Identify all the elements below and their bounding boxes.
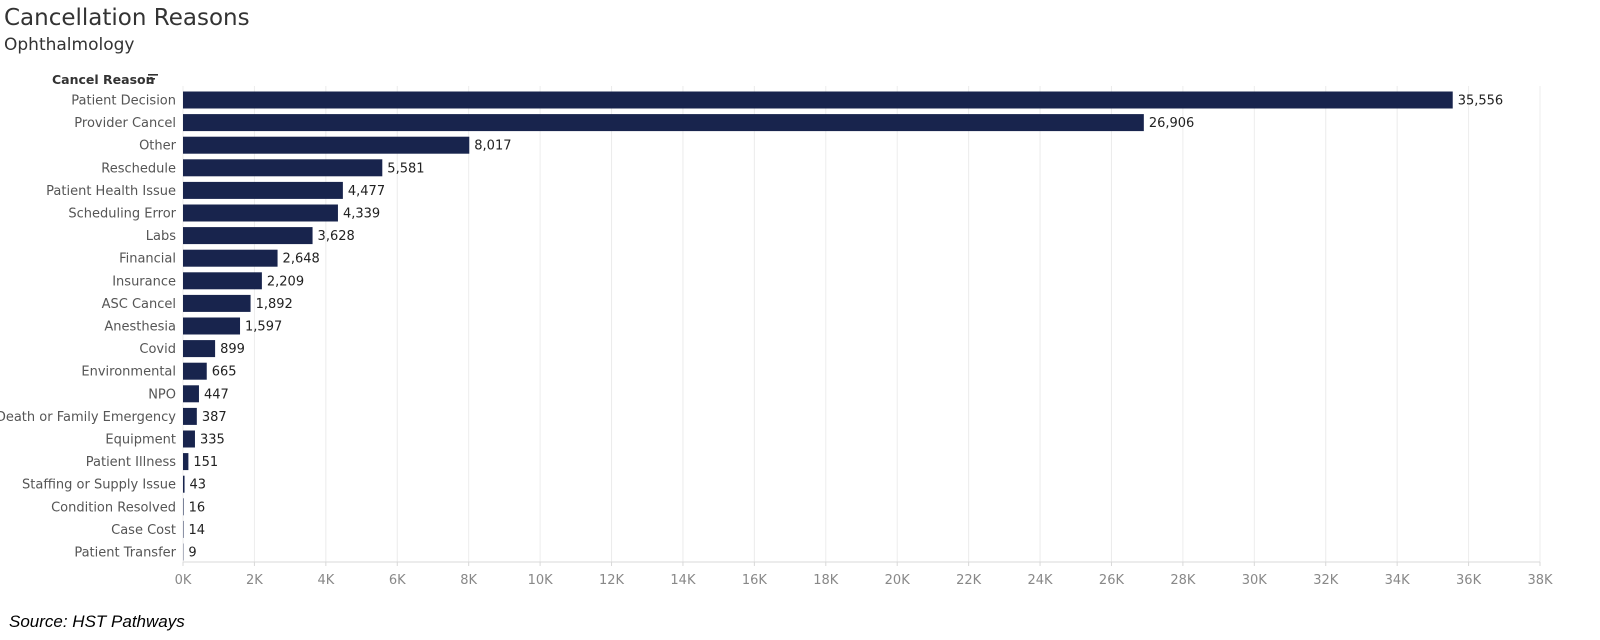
data-label: 1,892 — [256, 297, 293, 312]
category-label: Labs — [146, 229, 176, 244]
sort-descending-icon[interactable] — [148, 74, 158, 84]
bar[interactable] — [183, 249, 278, 267]
bar[interactable] — [183, 340, 216, 358]
x-tick-label: 12K — [599, 573, 625, 588]
bar[interactable] — [183, 498, 184, 516]
data-label: 35,556 — [1458, 94, 1504, 109]
category-label: Other — [139, 139, 177, 154]
bars — [183, 91, 1453, 561]
x-tick-label: 36K — [1456, 573, 1482, 588]
chart-title: Cancellation Reasons — [4, 5, 250, 31]
category-label: Anesthesia — [104, 320, 176, 335]
data-label: 899 — [220, 342, 245, 357]
x-tick-label: 30K — [1242, 573, 1268, 588]
x-axis-ticks: 0K 2K 4K 6K 8K 10K 12K 14K 16K 18K 20K 22K 24K 26K 28K… — [175, 561, 1553, 588]
grid-lines — [182, 86, 1541, 562]
category-label: Scheduling Error — [68, 207, 176, 222]
data-label: 16 — [189, 500, 206, 515]
data-label: 26,906 — [1149, 116, 1195, 131]
bar[interactable] — [183, 294, 251, 312]
bar[interactable] — [183, 407, 197, 425]
category-label: Patient Decision — [71, 94, 176, 109]
bar[interactable] — [183, 204, 338, 222]
data-label: 4,339 — [343, 207, 380, 222]
category-label: Financial — [119, 252, 176, 267]
data-label: 2,209 — [267, 274, 304, 289]
category-label: Insurance — [112, 274, 176, 289]
x-tick-label: 18K — [813, 573, 839, 588]
category-label: Environmental — [81, 365, 176, 380]
data-label: 335 — [200, 433, 225, 448]
x-tick-label: 4K — [317, 573, 334, 588]
category-label: ASC Cancel — [102, 297, 176, 312]
x-tick-label: 28K — [1170, 573, 1196, 588]
category-label: Equipment — [105, 433, 176, 448]
source-note: Source: HST Pathways — [9, 612, 185, 631]
data-label: 9 — [188, 546, 196, 561]
bar[interactable] — [183, 453, 189, 471]
data-label: 4,477 — [348, 184, 385, 199]
x-tick-label: 8K — [460, 573, 477, 588]
bar[interactable] — [183, 475, 185, 493]
bar[interactable] — [183, 91, 1453, 109]
category-label: Covid — [139, 342, 176, 357]
data-label: 387 — [202, 410, 227, 425]
data-label: 1,597 — [245, 320, 282, 335]
category-label: Condition Resolved — [51, 500, 176, 515]
data-label: 447 — [204, 387, 229, 402]
bar[interactable] — [183, 181, 343, 199]
x-tick-label: 26K — [1099, 573, 1125, 588]
bar[interactable] — [183, 362, 207, 380]
bar[interactable] — [183, 136, 470, 154]
bar[interactable] — [183, 272, 262, 290]
category-label: NPO — [148, 387, 176, 402]
category-label: Patient Health Issue — [46, 184, 176, 199]
bar[interactable] — [183, 227, 313, 245]
bar[interactable] — [183, 317, 241, 335]
x-tick-label: 16K — [742, 573, 768, 588]
x-tick-label: 22K — [956, 573, 982, 588]
x-tick-label: 38K — [1527, 573, 1553, 588]
data-label: 665 — [212, 365, 237, 380]
chart-subtitle: Ophthalmology — [4, 35, 135, 55]
category-labels: Patient Decision Provider Cancel Other Resc… — [0, 94, 177, 561]
x-tick-label: 32K — [1313, 573, 1339, 588]
data-label: 5,581 — [387, 161, 424, 176]
bar[interactable] — [183, 114, 1144, 132]
category-label: Death or Family Emergency — [0, 410, 176, 425]
row-header-label: Cancel Reason — [52, 72, 155, 87]
category-label: Patient Transfer — [74, 546, 176, 561]
bar[interactable] — [183, 385, 199, 403]
x-tick-label: 2K — [246, 573, 263, 588]
bar[interactable] — [183, 430, 195, 448]
x-tick-label: 24K — [1028, 573, 1054, 588]
data-label: 8,017 — [474, 139, 511, 154]
x-tick-label: 34K — [1385, 573, 1411, 588]
x-tick-label: 0K — [175, 573, 192, 588]
category-label: Staffing or Supply Issue — [22, 478, 176, 493]
category-label: Patient Illness — [86, 455, 176, 470]
category-label: Case Cost — [111, 523, 176, 538]
row-header[interactable]: Cancel Reason — [52, 72, 158, 87]
x-tick-label: 6K — [389, 573, 406, 588]
x-tick-label: 20K — [885, 573, 911, 588]
category-label: Provider Cancel — [74, 116, 176, 131]
data-label: 151 — [193, 455, 218, 470]
category-label: Reschedule — [101, 161, 176, 176]
x-tick-label: 10K — [528, 573, 554, 588]
data-label: 14 — [188, 523, 205, 538]
bar[interactable] — [183, 159, 383, 177]
data-label: 43 — [190, 478, 207, 493]
data-label: 2,648 — [283, 252, 320, 267]
x-tick-label: 14K — [670, 573, 696, 588]
data-label: 3,628 — [318, 229, 355, 244]
